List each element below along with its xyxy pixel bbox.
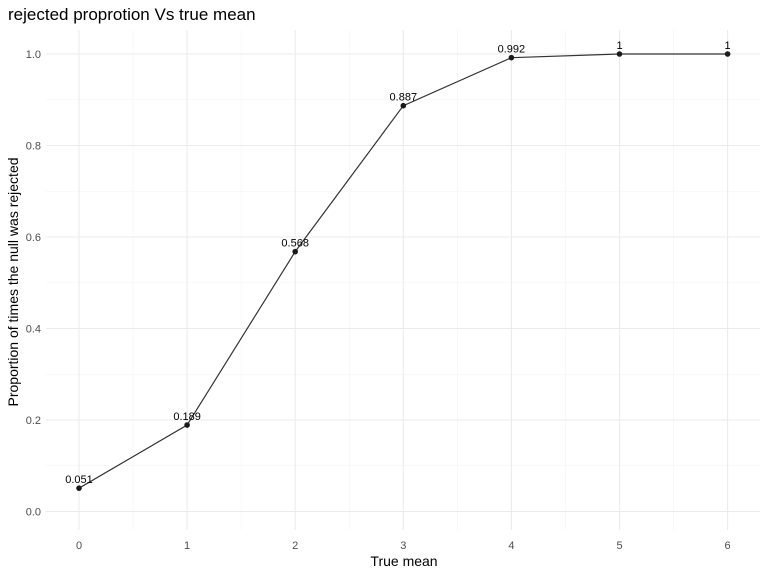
data-label: 0.887 [390, 92, 418, 104]
y-tick-label: 0.2 [26, 415, 41, 427]
data-label: 0.189 [173, 411, 201, 423]
x-tick-label: 4 [508, 540, 514, 552]
data-labels: 0.051 0.189 0.568 0.887 0.992 1 1 [65, 40, 730, 486]
y-tick-label: 0.4 [26, 324, 41, 336]
x-tick-label: 2 [292, 540, 298, 552]
data-label: 1 [616, 40, 622, 52]
y-tick-label: 1.0 [26, 49, 41, 61]
y-tick-label: 0.8 [26, 141, 41, 153]
x-tick-label: 0 [76, 540, 82, 552]
x-axis-title: True mean [370, 553, 437, 569]
data-point [508, 54, 515, 61]
x-tick-label: 5 [616, 540, 622, 552]
data-point [400, 102, 407, 109]
data-point [76, 485, 82, 491]
y-tick-labels: 0.0 0.2 0.4 0.6 0.8 1.0 [26, 49, 41, 519]
y-axis-title: Proportion of times the null was rejecte… [5, 157, 21, 406]
x-tick-label: 3 [400, 540, 406, 552]
data-point [184, 422, 190, 428]
x-tick-label: 6 [725, 540, 731, 552]
data-label: 0.051 [65, 474, 93, 486]
data-label: 1 [725, 40, 731, 52]
x-tick-labels: 0 1 2 3 4 5 6 [76, 540, 731, 552]
data-point [292, 248, 299, 255]
data-point [616, 51, 623, 57]
data-points [76, 51, 731, 491]
y-tick-label: 0.6 [26, 232, 41, 244]
data-point [724, 51, 731, 57]
y-tick-label: 0.0 [26, 507, 41, 519]
data-label: 0.992 [498, 44, 526, 56]
chart-title: rejected proprotion Vs true mean [8, 5, 256, 24]
data-label: 0.568 [281, 238, 309, 250]
grid [46, 30, 760, 530]
x-tick-label: 1 [184, 540, 190, 552]
